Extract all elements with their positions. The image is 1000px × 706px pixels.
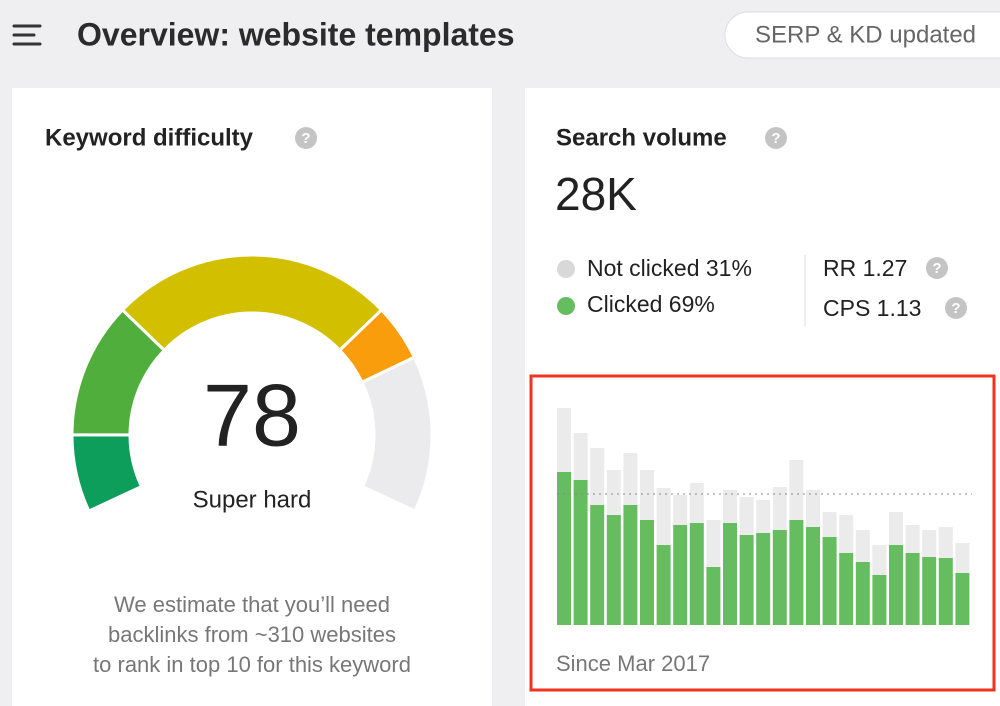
bar-segment — [806, 490, 820, 527]
bar-segment — [557, 472, 571, 625]
chart-caption: Since Mar 2017 — [556, 651, 710, 676]
bar-segment — [723, 490, 737, 523]
volume-chart — [557, 408, 972, 625]
bar-segment — [772, 487, 787, 530]
bar-segment — [606, 470, 621, 515]
help-icon[interactable]: ? — [295, 127, 317, 149]
bar-segment — [739, 497, 754, 535]
bar-segment — [606, 515, 621, 625]
help-icon-text: ? — [771, 130, 780, 147]
bar-segment — [855, 562, 870, 625]
bar-segment — [756, 533, 771, 625]
bar-segment — [955, 543, 970, 573]
bar-segment — [822, 512, 837, 537]
bar-segment — [772, 530, 787, 625]
menu-icon[interactable] — [12, 24, 42, 46]
bar-segment — [706, 520, 721, 567]
bar-segment — [938, 558, 953, 625]
bar-segment — [573, 433, 588, 480]
bar-segment — [590, 505, 605, 625]
page-title: Overview: website templates — [77, 16, 515, 52]
bar-segment — [640, 470, 654, 520]
kd-description: to rank in top 10 for this keyword — [93, 652, 411, 677]
bar-segment — [623, 505, 638, 625]
bar-segment — [689, 483, 704, 523]
status-pill[interactable] — [724, 11, 1000, 59]
bar-segment — [656, 545, 671, 625]
cps: CPS 1.13 — [823, 295, 921, 321]
kd-description: backlinks from ~310 websites — [108, 622, 396, 647]
kd-title: Keyword difficulty — [45, 124, 254, 151]
bar-segment — [872, 545, 887, 575]
bar-segment — [938, 527, 953, 558]
bar-segment — [623, 453, 638, 505]
bar-segment — [839, 515, 854, 553]
help-icon[interactable]: ? — [926, 257, 948, 279]
sv-value: 28K — [555, 168, 637, 220]
bar-segment — [822, 537, 837, 625]
help-icon-text: ? — [951, 300, 960, 317]
help-icon-text: ? — [301, 130, 310, 147]
bar-segment — [590, 448, 605, 505]
legend-not-clicked: Not clicked 31% — [587, 255, 752, 281]
bar-segment — [673, 525, 688, 625]
highlight-box — [529, 374, 996, 692]
sv-title: Search volume — [556, 124, 727, 151]
bar-segment — [723, 523, 737, 625]
bar-segment — [706, 567, 721, 625]
kd-rating: Super hard — [193, 486, 312, 513]
bar-segment — [573, 480, 588, 625]
help-icon[interactable]: ? — [765, 127, 787, 149]
bar-segment — [955, 573, 970, 625]
status-pill-text: SERP & KD updated — [755, 21, 976, 48]
bar-segment — [922, 530, 937, 557]
bar-segment — [789, 460, 804, 520]
legend-dot — [557, 260, 575, 278]
kd-score: 78 — [203, 365, 301, 464]
bar-segment — [839, 553, 854, 625]
bar-segment — [557, 408, 571, 472]
bar-segment — [922, 557, 937, 625]
bar-segment — [656, 488, 671, 545]
bar-segment — [889, 512, 903, 545]
bar-segment — [889, 545, 903, 625]
bar-segment — [905, 553, 920, 625]
bar-segment — [673, 495, 688, 525]
legend-dot — [557, 297, 575, 315]
bar-segment — [689, 523, 704, 625]
bar-segment — [640, 520, 654, 625]
gauge — [70, 253, 434, 514]
bar-segment — [789, 520, 804, 625]
legend-clicked: Clicked 69% — [587, 291, 715, 317]
bar-segment — [872, 575, 887, 625]
help-icon-text: ? — [932, 260, 941, 277]
bar-segment — [806, 527, 820, 625]
rr: RR 1.27 — [823, 255, 907, 281]
gauge-track — [360, 355, 434, 514]
bar-segment — [905, 525, 920, 553]
bar-segment — [756, 500, 771, 533]
kd-description: We estimate that you’ll need — [114, 592, 390, 617]
help-icon[interactable]: ? — [945, 297, 967, 319]
bar-segment — [739, 535, 754, 625]
bar-segment — [855, 530, 870, 562]
